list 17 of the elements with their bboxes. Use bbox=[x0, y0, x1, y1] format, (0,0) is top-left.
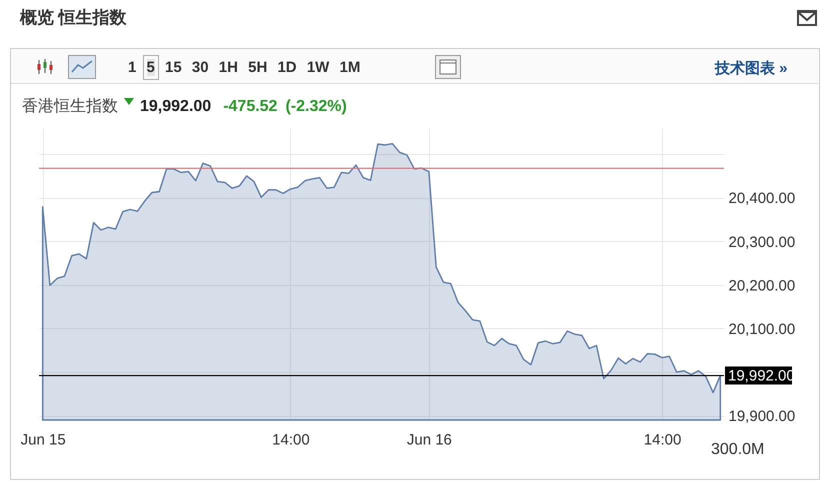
text: 香港恒生指数 bbox=[22, 98, 118, 115]
text: 1 5 15 30 1H 5H 1D 1W 1M bbox=[128, 59, 360, 76]
x-tick-label: 14:00 bbox=[644, 432, 682, 448]
chart-title: 概览 恒生指数 bbox=[20, 7, 127, 29]
y-tick-label: 19,900.00 bbox=[728, 408, 796, 426]
y-tick-label: 20,100.00 bbox=[728, 320, 796, 338]
y-tick-label: 20,200.00 bbox=[728, 277, 796, 294]
text: (-2.32%) bbox=[285, 98, 347, 115]
text: -475.52 bbox=[223, 98, 278, 115]
x-tick-label: 14:00 bbox=[272, 432, 310, 448]
text: 300.0M bbox=[711, 441, 764, 459]
text: 19,992.00 bbox=[140, 98, 212, 115]
x-tick-label: Jun 15 bbox=[20, 432, 66, 448]
text: 技术图表 » bbox=[715, 59, 788, 78]
y-tick-label: 20,400.00 bbox=[728, 190, 796, 208]
y-tick-label: 20,300.00 bbox=[728, 234, 796, 251]
x-tick-label: Jun 16 bbox=[406, 432, 452, 448]
